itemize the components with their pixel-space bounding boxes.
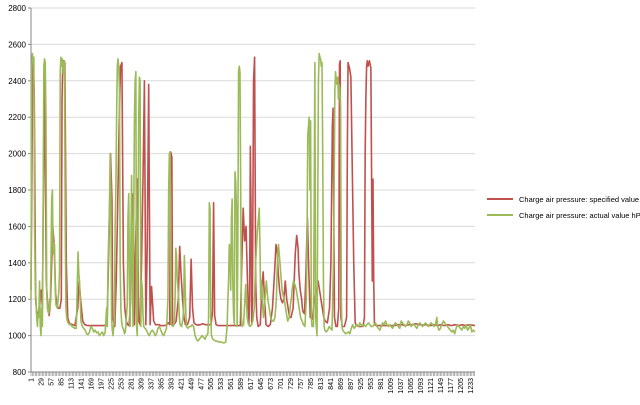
x-tick-label: 1037 — [398, 378, 405, 394]
y-tick-label: 1400 — [8, 259, 26, 268]
x-tick-label: 869 — [338, 378, 345, 390]
y-tick-label: 1600 — [8, 222, 26, 231]
x-tick-label: 1093 — [418, 378, 425, 394]
x-tick-label: 337 — [148, 378, 155, 390]
legend-item-specified: Charge air pressure: specified value hPa — [487, 191, 640, 207]
series-line-specified — [30, 56, 476, 328]
x-tick-label: 673 — [268, 378, 275, 390]
x-tick-label: 729 — [288, 378, 295, 390]
x-tick-label: 533 — [218, 378, 225, 390]
y-tick-label: 2800 — [8, 4, 26, 13]
x-tick-label: 785 — [308, 378, 315, 390]
x-tick-label: 169 — [88, 378, 95, 390]
x-tick-label: 225 — [108, 378, 115, 390]
y-tick-label: 1200 — [8, 295, 26, 304]
x-tick-label: 813 — [318, 378, 325, 390]
legend-swatch-actual — [487, 214, 513, 216]
legend-swatch-specified — [487, 198, 513, 200]
x-tick-label: 85 — [58, 378, 65, 386]
x-tick-label: 505 — [208, 378, 215, 390]
x-tick-label: 421 — [178, 378, 185, 390]
x-tick-label: 113 — [68, 378, 75, 389]
y-tick-label: 1000 — [8, 332, 26, 341]
x-tick-label: 561 — [228, 378, 235, 390]
x-tick-label: 1009 — [388, 378, 395, 394]
x-tick-label: 281 — [128, 378, 135, 390]
x-tick-label: 141 — [78, 378, 85, 390]
x-tick-label: 309 — [138, 378, 145, 390]
y-tick-label: 2000 — [8, 150, 26, 159]
x-tick-label: 1121 — [428, 378, 435, 393]
legend-label-actual: Charge air pressure: actual value hPa — [519, 210, 640, 220]
axes — [28, 7, 475, 376]
x-tick-label: 365 — [158, 378, 165, 390]
x-tick-label: 953 — [368, 378, 375, 390]
x-tick-label: 393 — [168, 378, 175, 390]
x-tick-label: 645 — [258, 378, 265, 390]
legend: Charge air pressure: specified value hPa… — [487, 191, 640, 223]
x-tick-label: 897 — [348, 378, 355, 390]
x-tick-label: 617 — [248, 378, 255, 390]
x-tick-label: 29 — [38, 378, 45, 386]
x-tick-label: 757 — [298, 378, 305, 390]
x-tick-label: 1149 — [438, 378, 445, 393]
y-tick-label: 1800 — [8, 186, 26, 195]
legend-label-specified: Charge air pressure: specified value hPa — [519, 194, 640, 204]
y-tick-label: 2400 — [8, 77, 26, 86]
x-tick-label: 57 — [48, 378, 55, 386]
x-tick-label: 1205 — [458, 378, 465, 394]
y-tick-label: 800 — [13, 368, 27, 377]
x-tick-label: 925 — [358, 378, 365, 390]
x-tick-label: 1 — [29, 378, 36, 382]
x-tick-label: 197 — [98, 378, 105, 390]
series-line-actual — [30, 52, 476, 344]
x-tick-labels: 1 29 57 85 113 141 169 197 225 253 281 309 337 365 393… — [29, 378, 475, 394]
x-tick-label: 1233 — [468, 378, 475, 394]
x-tick-label: 841 — [328, 378, 335, 390]
x-tick-label: 1065 — [408, 378, 415, 394]
x-tick-label: 253 — [118, 378, 125, 390]
series-lines — [30, 52, 476, 344]
x-tick-label: 1177 — [448, 378, 455, 393]
y-tick-label: 2600 — [8, 40, 26, 49]
x-tick-label: 449 — [188, 378, 195, 390]
legend-item-actual: Charge air pressure: actual value hPa — [487, 207, 640, 223]
x-tick-label: 477 — [198, 378, 205, 390]
y-tick-label: 2200 — [8, 113, 26, 122]
x-tick-label: 981 — [378, 378, 385, 390]
x-tick-label: 701 — [278, 378, 285, 390]
x-tick-label: 589 — [238, 378, 245, 390]
y-tick-labels: 800 1000 1200 1400 1600 1800 2000 2200 2400 2600 2… — [8, 4, 26, 377]
